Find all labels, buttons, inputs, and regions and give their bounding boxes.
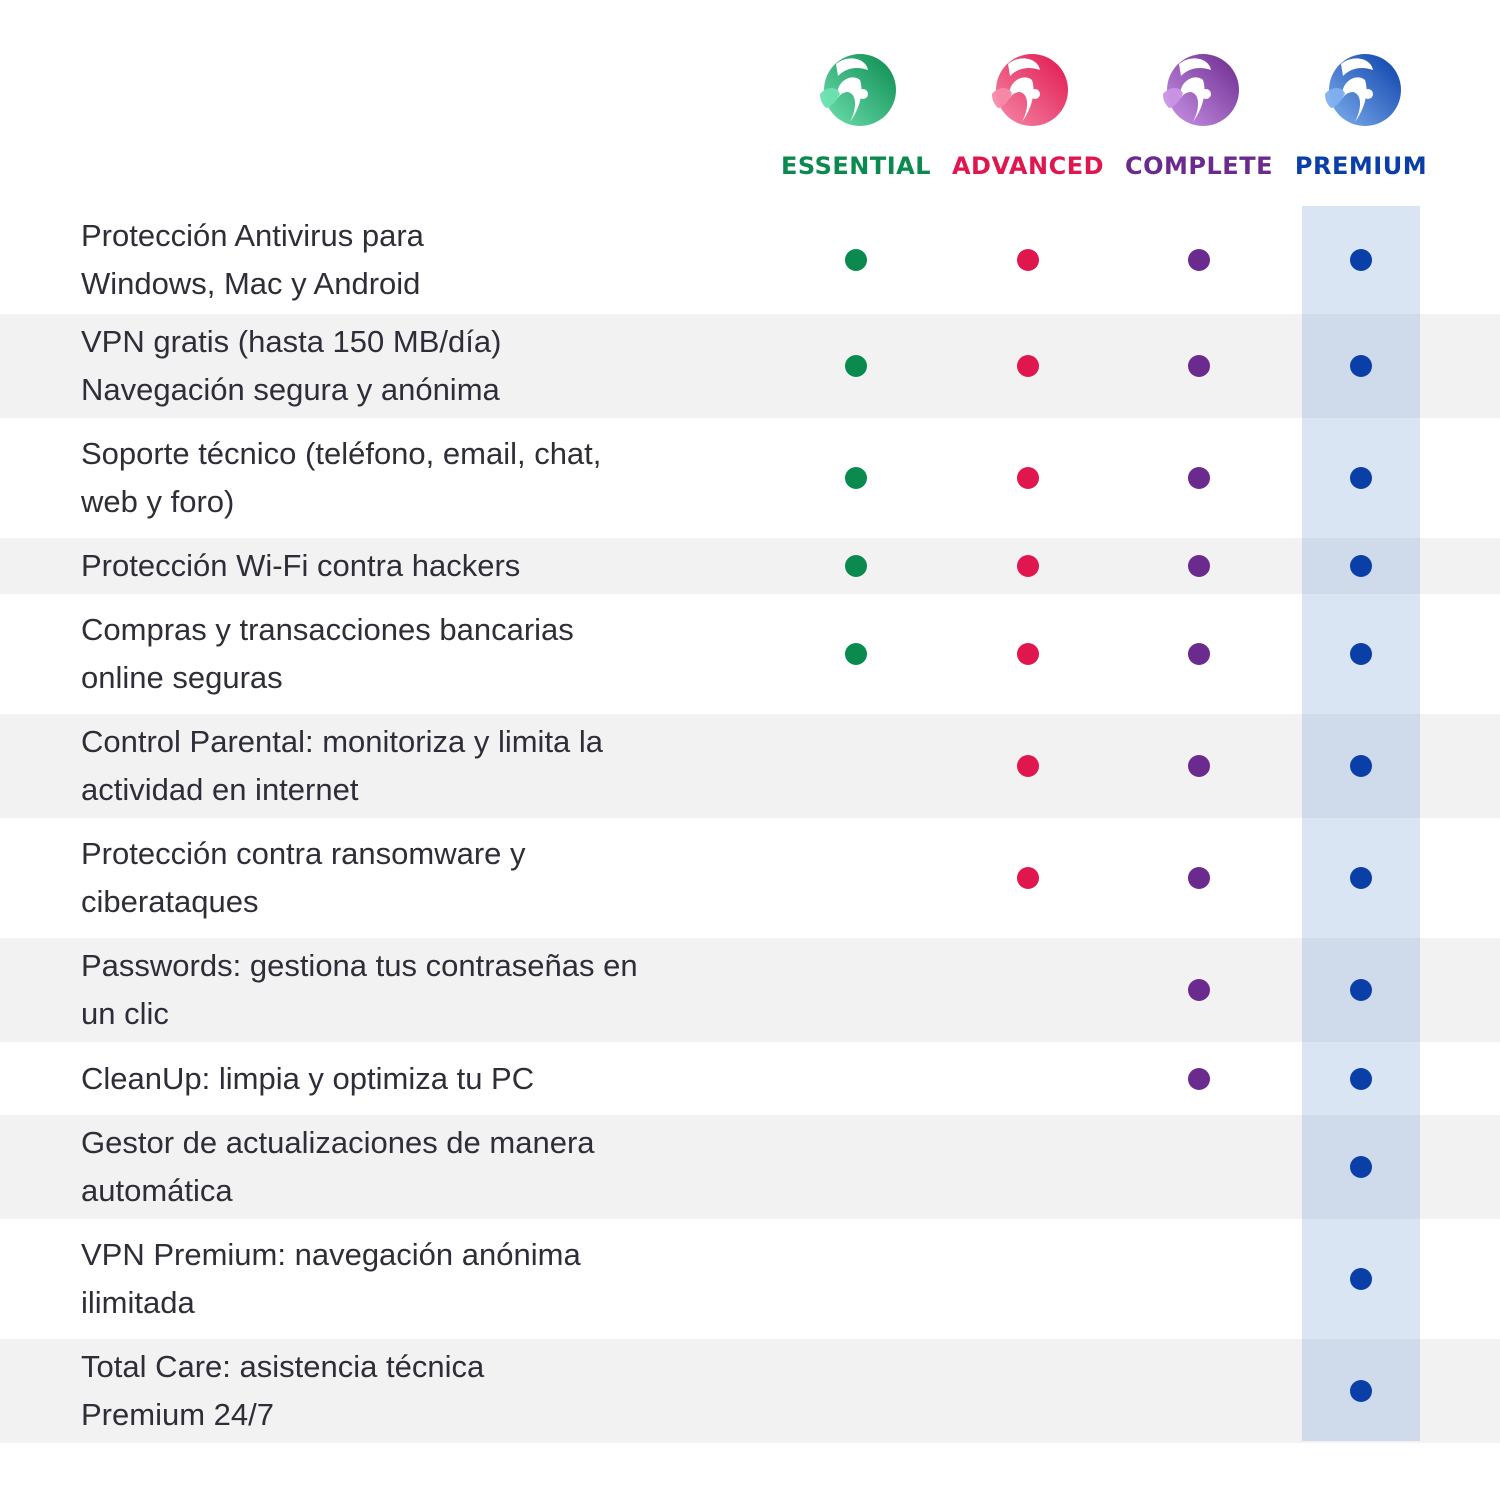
included-dot-advanced — [1017, 555, 1039, 577]
included-dot-premium — [1350, 467, 1372, 489]
included-dot-advanced — [1017, 467, 1039, 489]
feature-label: Gestor de actualizaciones de manera autom… — [81, 1125, 595, 1208]
included-dot-premium — [1350, 555, 1372, 577]
plan-advanced-name: ADVANCED — [951, 152, 1105, 180]
advanced-logo-icon — [992, 54, 1068, 126]
included-dot-complete — [1188, 755, 1210, 777]
included-dot-premium — [1350, 867, 1372, 889]
premium-logo-icon — [1325, 54, 1401, 126]
table-row: Total Care: asistencia técnica Premium 24… — [0, 1339, 1500, 1443]
feature-label: Compras y transacciones bancarias online … — [81, 612, 574, 695]
feature-label: Control Parental: monitoriza y limita la… — [81, 724, 604, 807]
included-dot-advanced — [1017, 355, 1039, 377]
feature-label: VPN gratis (hasta 150 MB/día) Navegación … — [81, 324, 502, 407]
included-dot-essential — [845, 643, 867, 665]
feature-label: Protección Antivirus para Windows, Mac y … — [81, 218, 424, 301]
table-row: CleanUp: limpia y optimiza tu PC — [0, 1042, 1500, 1115]
included-dot-essential — [845, 249, 867, 271]
included-dot-complete — [1188, 467, 1210, 489]
feature-label: Soporte técnico (teléfono, email, chat, w… — [81, 436, 602, 519]
table-row: Compras y transacciones bancarias online … — [0, 594, 1500, 714]
table-row: Control Parental: monitoriza y limita la… — [0, 714, 1500, 818]
table-row: Protección Wi-Fi contra hackers — [0, 538, 1500, 594]
table-row: VPN gratis (hasta 150 MB/día) Navegación … — [0, 314, 1500, 418]
table-row: Protección Antivirus para Windows, Mac y … — [0, 206, 1500, 314]
included-dot-advanced — [1017, 867, 1039, 889]
included-dot-complete — [1188, 249, 1210, 271]
included-dot-complete — [1188, 643, 1210, 665]
plan-advanced: ADVANCED — [942, 50, 1114, 180]
included-dot-premium — [1350, 979, 1372, 1001]
included-dot-premium — [1350, 249, 1372, 271]
plans-header: ESSENTIAL ADVANCED COMPLETE PREMIUM — [0, 0, 1500, 206]
plan-complete: COMPLETE — [1113, 50, 1285, 180]
feature-label: Total Care: asistencia técnica Premium 24… — [81, 1349, 485, 1432]
feature-label: Passwords: gestiona tus contraseñas en un… — [81, 948, 638, 1031]
included-dot-advanced — [1017, 249, 1039, 271]
included-dot-premium — [1350, 643, 1372, 665]
included-dot-premium — [1350, 355, 1372, 377]
included-dot-premium — [1350, 755, 1372, 777]
table-row: Protección contra ransomware y ciberataqu… — [0, 818, 1500, 938]
plan-premium: PREMIUM — [1275, 50, 1447, 180]
plan-premium-name: PREMIUM — [1294, 152, 1428, 180]
feature-table: Protección Antivirus para Windows, Mac y … — [0, 206, 1500, 1443]
included-dot-premium — [1350, 1067, 1372, 1090]
included-dot-complete — [1188, 867, 1210, 889]
included-dot-premium — [1350, 1156, 1372, 1178]
included-dot-premium — [1350, 1268, 1372, 1290]
plan-essential: ESSENTIAL — [770, 50, 942, 180]
included-dot-essential — [845, 355, 867, 377]
feature-label: Protección contra ransomware y ciberataqu… — [81, 836, 526, 919]
plan-complete-name: COMPLETE — [1125, 152, 1273, 180]
feature-label: VPN Premium: navegación anónima ilimitada — [81, 1237, 581, 1320]
included-dot-complete — [1188, 979, 1210, 1001]
essential-logo-icon — [820, 54, 896, 126]
feature-label: Protección Wi-Fi contra hackers — [81, 548, 521, 583]
included-dot-essential — [845, 467, 867, 489]
complete-logo-icon — [1163, 54, 1239, 126]
table-row: Gestor de actualizaciones de manera autom… — [0, 1115, 1500, 1219]
included-dot-premium — [1350, 1380, 1372, 1402]
included-dot-complete — [1188, 1067, 1210, 1090]
included-dot-advanced — [1017, 755, 1039, 777]
feature-label: CleanUp: limpia y optimiza tu PC — [81, 1060, 535, 1096]
included-dot-essential — [845, 555, 867, 577]
table-row: Passwords: gestiona tus contraseñas en un… — [0, 938, 1500, 1042]
included-dot-advanced — [1017, 643, 1039, 665]
plan-essential-name: ESSENTIAL — [780, 152, 932, 180]
included-dot-complete — [1188, 555, 1210, 577]
table-row: Soporte técnico (teléfono, email, chat, w… — [0, 418, 1500, 538]
included-dot-complete — [1188, 355, 1210, 377]
table-row: VPN Premium: navegación anónima ilimitada — [0, 1219, 1500, 1339]
